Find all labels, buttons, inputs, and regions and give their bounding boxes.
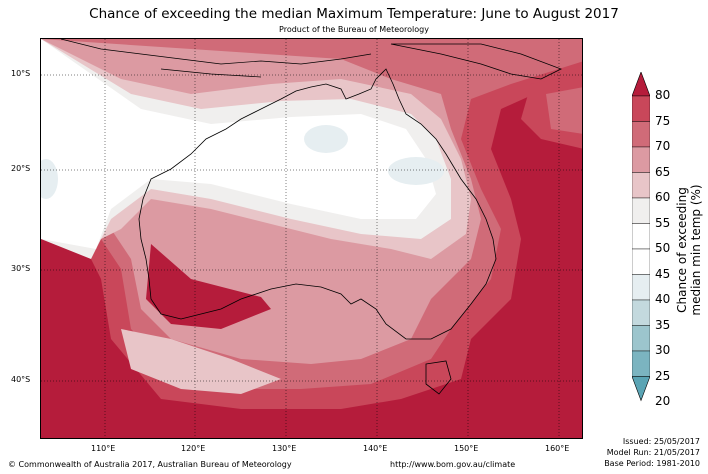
colorbar-segment bbox=[632, 274, 650, 301]
zone-40-west bbox=[41, 159, 58, 199]
map-title: Chance of exceeding the median Maximum T… bbox=[89, 6, 619, 22]
lat-label-10s: 10°S bbox=[11, 69, 31, 78]
colorbar-segment bbox=[632, 172, 650, 199]
indonesia bbox=[60, 39, 372, 78]
colorbar-tick-label: 20 bbox=[655, 394, 671, 408]
lon-label-110e: 110°E bbox=[91, 444, 116, 453]
source-url: http://www.bom.gov.au/climate bbox=[390, 460, 516, 469]
colorbar-segment bbox=[632, 350, 650, 377]
colorbar-tick-label: 45 bbox=[655, 266, 671, 281]
new-guinea bbox=[390, 43, 562, 80]
colorbar-tick-label: 75 bbox=[655, 113, 671, 128]
colorbar-bottom-extend bbox=[632, 376, 650, 402]
colorbar-tick-label: 40 bbox=[655, 292, 671, 306]
colorbar-segment bbox=[632, 299, 650, 326]
map-subtitle: Product of the Bureau of Meteorology bbox=[279, 25, 429, 34]
zone-40-central bbox=[304, 125, 348, 153]
issue-info: Issued: 25/05/2017 Model Run: 21/05/2017… bbox=[604, 436, 700, 469]
australia-coastline bbox=[138, 68, 497, 340]
lon-label-160e: 160°E bbox=[545, 444, 570, 453]
colorbar-segment bbox=[632, 95, 650, 122]
zone-60-south bbox=[121, 329, 281, 394]
base-period: Base Period: 1981-2010 bbox=[604, 459, 700, 468]
colorbar-segment bbox=[632, 325, 650, 352]
colorbar-tick-label: 80 bbox=[655, 88, 671, 102]
lon-label-150e: 150°E bbox=[454, 444, 479, 453]
lon-label-120e: 120°E bbox=[181, 444, 206, 453]
zone-40-east bbox=[388, 157, 444, 185]
lon-label-140e: 140°E bbox=[363, 444, 388, 453]
colorbar-tick-label: 30 bbox=[655, 343, 671, 357]
colorbar-title: Chance of exceeding median min temp (%) bbox=[675, 184, 703, 316]
zone-70-east bbox=[546, 87, 582, 134]
colorbar-tick-label: 50 bbox=[655, 241, 671, 255]
colorbar-tick-label: 70 bbox=[655, 139, 671, 153]
issued-date: Issued: 25/05/2017 bbox=[622, 437, 700, 446]
model-run-date: Model Run: 21/05/2017 bbox=[606, 448, 700, 457]
zone-80-southwest bbox=[146, 244, 271, 329]
zone-50 bbox=[41, 39, 436, 249]
colorbar-tick-label: 25 bbox=[655, 368, 671, 383]
colorbar-tick-label: 55 bbox=[655, 215, 671, 230]
colorbar-tick-label: 65 bbox=[655, 164, 671, 179]
lat-label-30s: 30°S bbox=[11, 264, 31, 273]
lat-label-20s: 20°S bbox=[11, 164, 31, 173]
colorbar bbox=[632, 72, 650, 402]
colorbar-segment bbox=[632, 121, 650, 148]
colorbar-top-extend bbox=[632, 72, 650, 97]
map-svg bbox=[41, 39, 582, 438]
graticule bbox=[41, 39, 582, 438]
probability-map bbox=[40, 38, 583, 439]
copyright-text: © Commonwealth of Australia 2017, Austra… bbox=[8, 460, 292, 469]
tasmania bbox=[425, 360, 452, 395]
colorbar-tick-label: 35 bbox=[655, 317, 671, 332]
colorbar-segment bbox=[632, 197, 650, 224]
colorbar-tick-label: 60 bbox=[655, 190, 671, 204]
lat-label-40s: 40°S bbox=[11, 375, 31, 384]
colorbar-segment bbox=[632, 146, 650, 173]
colorbar-segment bbox=[632, 223, 650, 250]
colorbar-segment bbox=[632, 248, 650, 275]
lon-label-130e: 130°E bbox=[272, 444, 297, 453]
